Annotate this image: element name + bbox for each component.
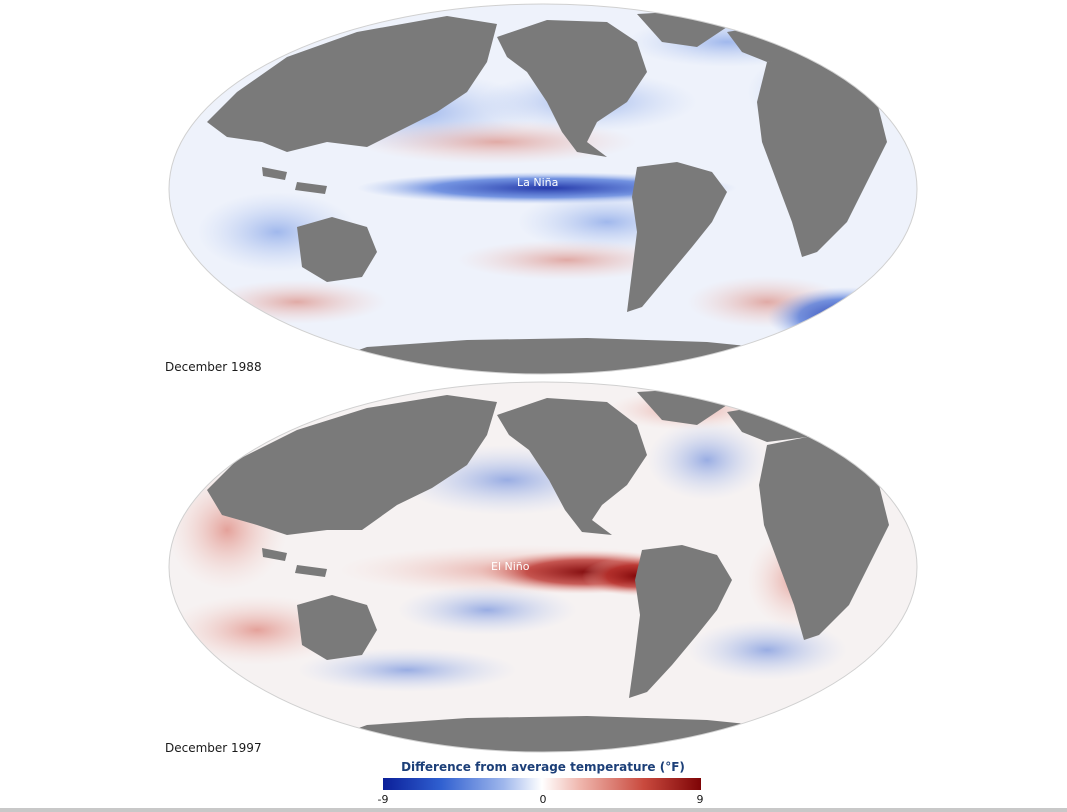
legend-title: Difference from average temperature (°F) <box>401 760 685 774</box>
date-label-1988: December 1988 <box>165 360 262 374</box>
legend-max-tick: 9 <box>696 793 704 806</box>
el-nino-label: El Niño <box>491 560 530 573</box>
legend-min-tick: -9 <box>377 793 389 806</box>
la-nina-map: La Niña <box>168 3 918 375</box>
el-nino-map: El Niño <box>168 381 918 753</box>
date-label-1997: December 1997 <box>165 741 262 755</box>
la-nina-label: La Niña <box>517 176 558 189</box>
legend-zero-tick: 0 <box>539 793 547 806</box>
color-scale-bar <box>383 778 701 790</box>
window-bottom-edge <box>0 808 1067 812</box>
